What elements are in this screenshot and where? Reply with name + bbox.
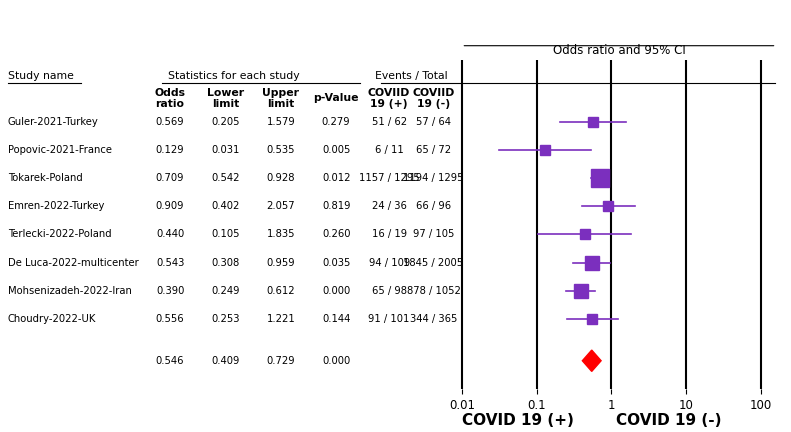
- Text: Statistics for each study: Statistics for each study: [168, 71, 299, 81]
- Text: Terlecki-2022-Poland: Terlecki-2022-Poland: [8, 229, 112, 239]
- Text: 0.031: 0.031: [211, 145, 240, 155]
- Text: 0.205: 0.205: [211, 117, 240, 127]
- Text: 2.057: 2.057: [267, 201, 295, 211]
- Text: De Luca-2022-multicenter: De Luca-2022-multicenter: [8, 257, 138, 267]
- Text: Guler-2021-Turkey: Guler-2021-Turkey: [8, 117, 99, 127]
- Text: 1157 / 1295: 1157 / 1295: [359, 173, 419, 183]
- Text: 1.579: 1.579: [267, 117, 295, 127]
- Text: 0.260: 0.260: [322, 229, 350, 239]
- Text: 0.012: 0.012: [322, 173, 350, 183]
- Text: 0.909: 0.909: [156, 201, 184, 211]
- Text: 1194 / 1295: 1194 / 1295: [403, 173, 464, 183]
- Text: Emren-2022-Turkey: Emren-2022-Turkey: [8, 201, 104, 211]
- Text: 0.129: 0.129: [156, 145, 184, 155]
- Text: Study name: Study name: [8, 71, 74, 81]
- Text: p-Value: p-Value: [313, 93, 359, 103]
- Text: 0.005: 0.005: [322, 145, 350, 155]
- Text: 0.543: 0.543: [156, 257, 184, 267]
- Text: Odds
ratio: Odds ratio: [154, 88, 186, 109]
- Text: 0.035: 0.035: [322, 257, 350, 267]
- Text: COVID 19 (-): COVID 19 (-): [615, 413, 721, 428]
- Text: Choudry-2022-UK: Choudry-2022-UK: [8, 314, 97, 324]
- Text: 16 / 19: 16 / 19: [372, 229, 407, 239]
- Text: 878 / 1052: 878 / 1052: [407, 286, 460, 295]
- Text: 51 / 62: 51 / 62: [372, 117, 407, 127]
- Text: 0.569: 0.569: [156, 117, 184, 127]
- Text: 0.709: 0.709: [156, 173, 184, 183]
- Text: 0.308: 0.308: [211, 257, 240, 267]
- Text: 0.959: 0.959: [267, 257, 295, 267]
- Text: Upper
limit: Upper limit: [263, 88, 299, 109]
- Text: 0.546: 0.546: [156, 356, 184, 366]
- Text: COVIID
19 (-): COVIID 19 (-): [412, 88, 455, 109]
- Text: 1845 / 2005: 1845 / 2005: [403, 257, 464, 267]
- Text: 0.612: 0.612: [267, 286, 295, 295]
- Text: 0.542: 0.542: [211, 173, 240, 183]
- Text: Mohsenizadeh-2022-Iran: Mohsenizadeh-2022-Iran: [8, 286, 132, 295]
- Text: 0.440: 0.440: [156, 229, 184, 239]
- Text: 0.535: 0.535: [267, 145, 295, 155]
- Text: 0.390: 0.390: [156, 286, 184, 295]
- Text: 0.105: 0.105: [211, 229, 240, 239]
- Text: 1.835: 1.835: [267, 229, 295, 239]
- Text: COVID 19 (+): COVID 19 (+): [462, 413, 574, 428]
- Text: 0.409: 0.409: [211, 356, 240, 366]
- Text: 57 / 64: 57 / 64: [416, 117, 451, 127]
- Text: 0.000: 0.000: [322, 286, 350, 295]
- Text: 0.253: 0.253: [211, 314, 240, 324]
- Text: 97 / 105: 97 / 105: [413, 229, 454, 239]
- Text: 66 / 96: 66 / 96: [416, 201, 451, 211]
- Text: COVIID
19 (+): COVIID 19 (+): [368, 88, 411, 109]
- Text: 344 / 365: 344 / 365: [410, 314, 457, 324]
- Text: 0.729: 0.729: [267, 356, 295, 366]
- Title: Odds ratio and 95% CI: Odds ratio and 95% CI: [553, 44, 685, 57]
- Text: 6 / 11: 6 / 11: [375, 145, 403, 155]
- Text: 24 / 36: 24 / 36: [372, 201, 407, 211]
- Text: 91 / 101: 91 / 101: [369, 314, 410, 324]
- Text: Popovic-2021-France: Popovic-2021-France: [8, 145, 112, 155]
- Polygon shape: [582, 350, 601, 372]
- Text: 0.928: 0.928: [267, 173, 295, 183]
- Text: 0.144: 0.144: [322, 314, 350, 324]
- Text: 94 / 109: 94 / 109: [369, 257, 410, 267]
- Text: 65 / 72: 65 / 72: [416, 145, 451, 155]
- Text: 0.556: 0.556: [156, 314, 184, 324]
- Text: 0.402: 0.402: [211, 201, 240, 211]
- Text: 0.000: 0.000: [322, 356, 350, 366]
- Text: 1.221: 1.221: [267, 314, 295, 324]
- Text: 0.249: 0.249: [211, 286, 240, 295]
- Text: 0.279: 0.279: [322, 117, 350, 127]
- Text: Lower
limit: Lower limit: [207, 88, 244, 109]
- Text: Events / Total: Events / Total: [375, 71, 448, 81]
- Text: Tokarek-Poland: Tokarek-Poland: [8, 173, 83, 183]
- Text: 65 / 98: 65 / 98: [372, 286, 407, 295]
- Text: 0.819: 0.819: [322, 201, 350, 211]
